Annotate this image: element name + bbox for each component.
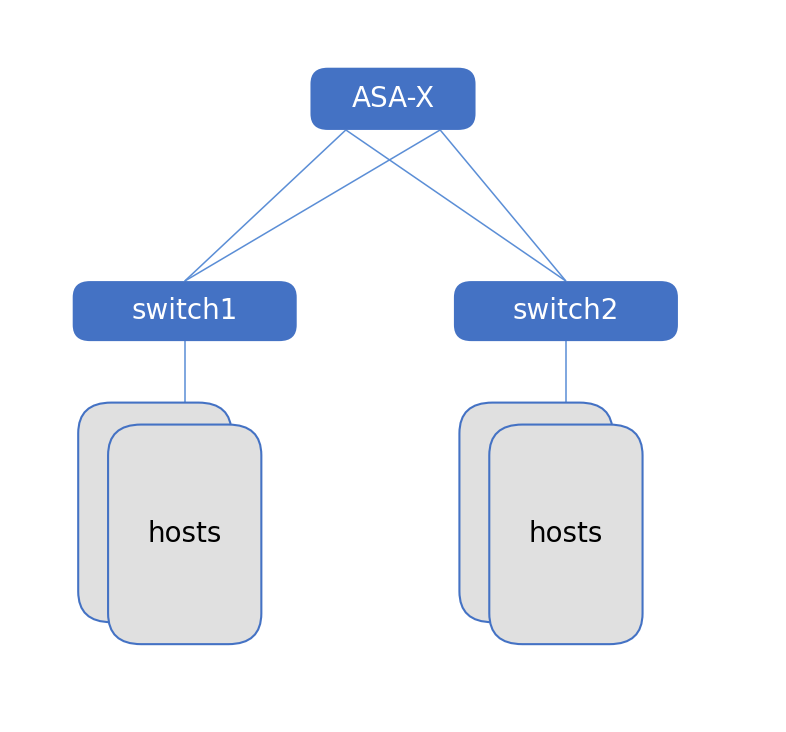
- Text: hosts: hosts: [148, 520, 222, 548]
- Text: hosts: hosts: [529, 520, 603, 548]
- FancyBboxPatch shape: [108, 425, 262, 644]
- FancyBboxPatch shape: [310, 68, 476, 130]
- FancyBboxPatch shape: [454, 281, 678, 341]
- FancyBboxPatch shape: [489, 425, 643, 644]
- Text: ASA-X: ASA-X: [351, 85, 435, 113]
- Text: switch2: switch2: [512, 297, 619, 325]
- FancyBboxPatch shape: [78, 403, 231, 622]
- FancyBboxPatch shape: [72, 281, 297, 341]
- Text: switch1: switch1: [131, 297, 238, 325]
- FancyBboxPatch shape: [459, 403, 613, 622]
